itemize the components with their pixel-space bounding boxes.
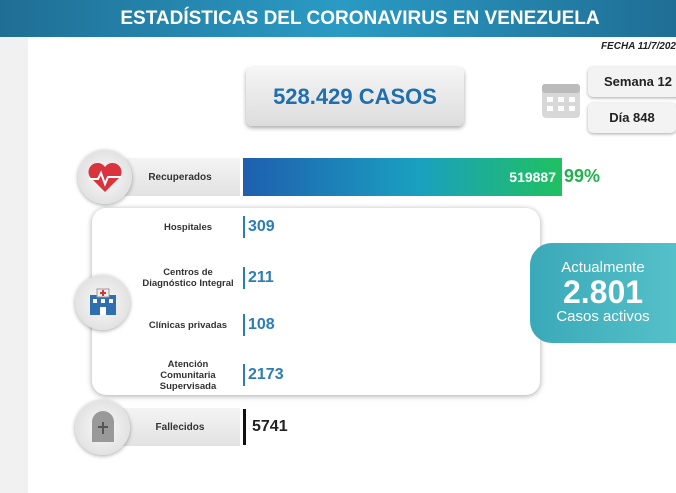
facility-value: 2173 — [248, 366, 284, 383]
facility-bar — [243, 364, 245, 386]
margin — [0, 0, 28, 493]
facility-bar — [243, 267, 245, 289]
deaths-label: Fallecidos — [120, 408, 240, 446]
heart-icon — [78, 150, 132, 204]
recovered-label: Recuperados — [120, 158, 240, 196]
date: FECHA 11/7/202 — [600, 41, 676, 52]
tomb-icon — [75, 400, 130, 455]
active-value: 2.801 — [562, 274, 644, 310]
active-caption: Casos activos — [556, 308, 650, 325]
total-cases: 528.429 CASOS — [246, 67, 464, 126]
facility-bar — [243, 314, 245, 336]
deaths-bar — [243, 409, 246, 445]
facility-value: 108 — [248, 316, 275, 333]
active-heading: Actualmente — [561, 259, 645, 276]
week: Semana 12 — [588, 67, 676, 97]
recovered-bar — [243, 158, 562, 196]
hospital-icon — [75, 275, 130, 330]
calendar-icon — [542, 84, 580, 118]
facility-label: Atención Comunitaria Supervisada — [159, 358, 217, 392]
facility-label: Hospitales — [163, 221, 213, 233]
facility-label: Centros de Diagnóstico Integral — [142, 267, 234, 289]
facilities-panel — [92, 208, 540, 395]
recovered-percent: 99% — [564, 166, 601, 186]
day: Día 848 — [588, 103, 676, 133]
header-title: ESTADÍSTICAS DEL CORONAVIRUS EN VENEZUEL… — [120, 8, 600, 29]
deaths-value: 5741 — [252, 418, 288, 435]
facility-value: 309 — [248, 218, 275, 235]
facility-value: 211 — [248, 269, 274, 286]
active-box: Actualmente 2.801 Casos activos — [530, 243, 676, 343]
header-band — [0, 0, 676, 37]
recovered-value: 519887 — [509, 169, 556, 185]
facility-bar — [243, 216, 245, 238]
facility-label: Clínicas privadas — [148, 319, 228, 331]
